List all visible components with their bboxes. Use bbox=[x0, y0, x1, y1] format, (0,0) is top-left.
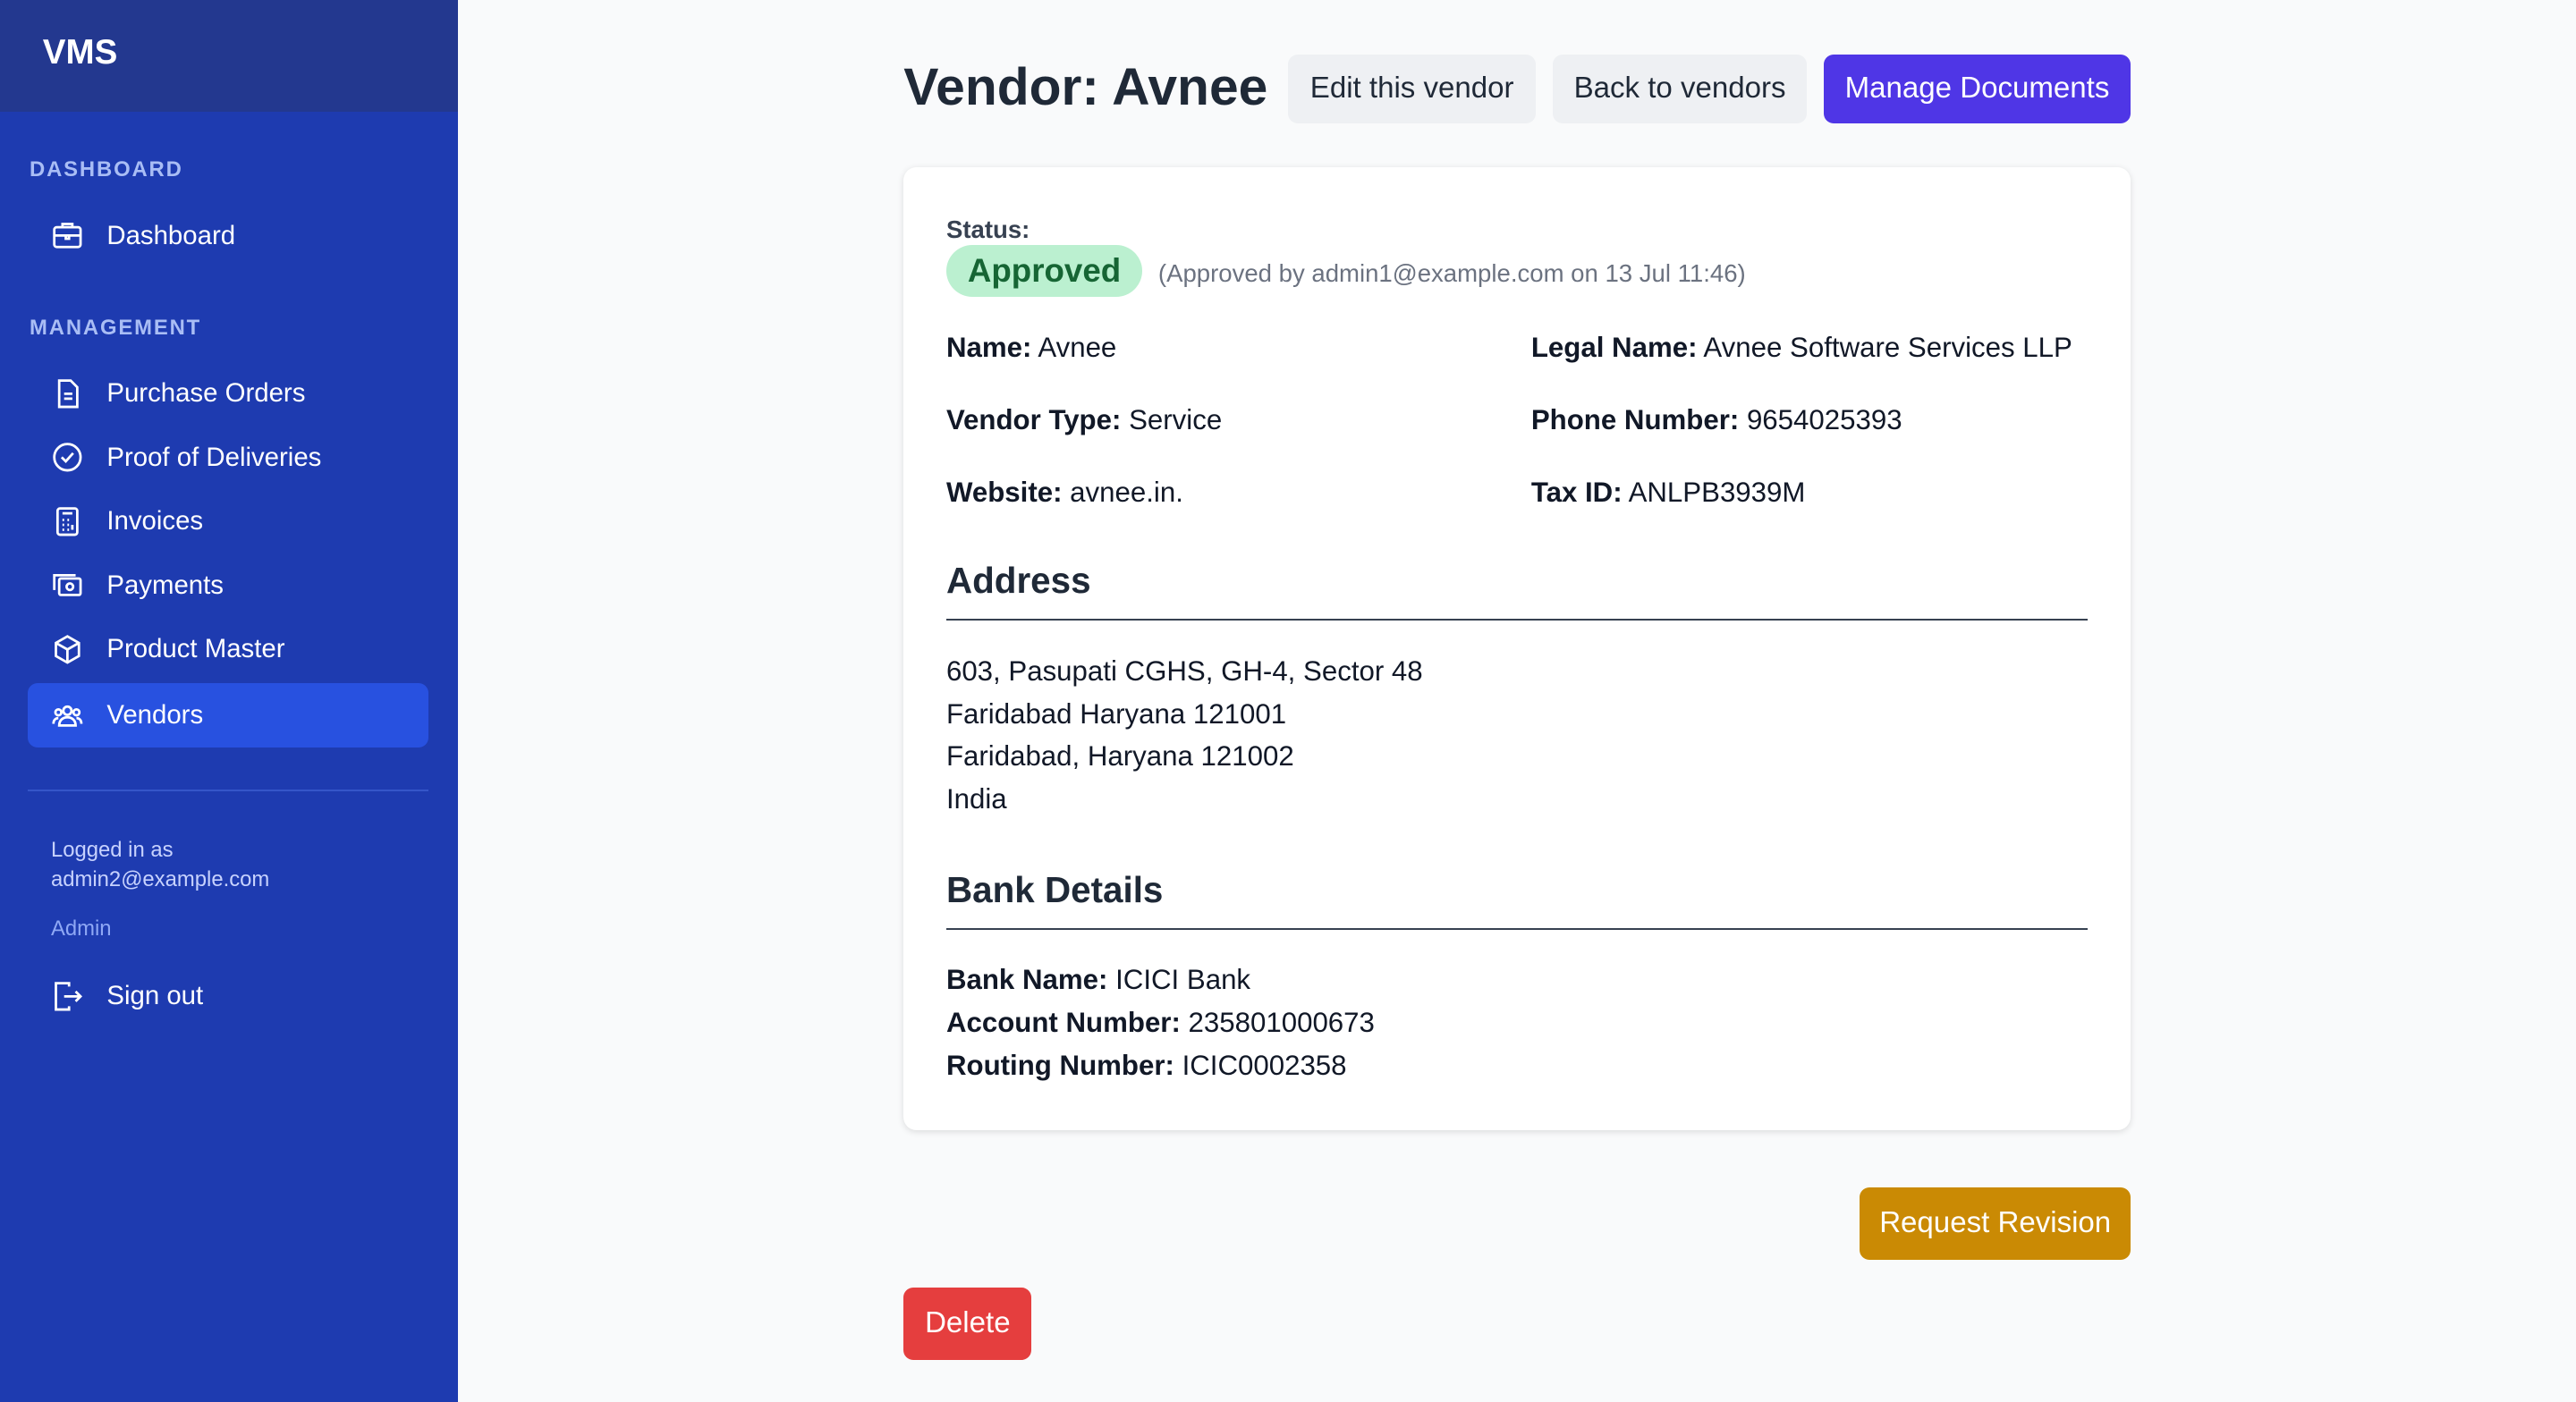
address-line: 603, Pasupati CGHS, GH-4, Sector 48 bbox=[945, 655, 1423, 687]
nav-item[interactable]: Proof of Deliveries bbox=[28, 426, 428, 490]
logged-in-label: Logged in as bbox=[50, 837, 174, 862]
sign-out[interactable]: Sign out bbox=[28, 964, 428, 1028]
status-note: (Approved by admin1@example.com on 13 Ju… bbox=[1157, 259, 1746, 288]
back-button[interactable]: Back to vendors bbox=[1552, 54, 1808, 123]
nav-label: Proof of Deliveries bbox=[106, 442, 322, 472]
nav-label: Product Master bbox=[106, 634, 285, 664]
bank-row: Bank Name: ICICI Bank bbox=[946, 964, 1250, 996]
bank-label: Bank Name: bbox=[945, 964, 1108, 996]
section-heading: DASHBOARD bbox=[30, 157, 183, 182]
nav-item[interactable]: Product Master bbox=[28, 618, 428, 682]
field-value: 9654025393 bbox=[1746, 403, 1902, 435]
field-label: Name: bbox=[945, 332, 1032, 364]
delete-button[interactable]: Delete bbox=[903, 1288, 1032, 1360]
divider bbox=[28, 790, 429, 792]
field: Tax ID: ANLPB3939M bbox=[1531, 477, 1806, 509]
sign-out-label: Sign out bbox=[106, 980, 204, 1010]
section-heading: Bank Details bbox=[945, 868, 1164, 910]
field: Website: avnee.in. bbox=[946, 477, 1183, 509]
field: Phone Number: 9654025393 bbox=[1531, 404, 1902, 436]
bank-value: 235801000673 bbox=[1188, 1006, 1375, 1038]
field-label: Legal Name: bbox=[1530, 332, 1698, 364]
user-email: admin2@example.com bbox=[50, 866, 270, 891]
bank-row: Routing Number: ICIC0002358 bbox=[946, 1050, 1347, 1082]
status-badge: Approved bbox=[945, 244, 1143, 298]
status-label: Status: bbox=[945, 215, 1030, 243]
bank-row: Account Number: 235801000673 bbox=[946, 1007, 1375, 1039]
nav-label: Dashboard bbox=[106, 220, 236, 250]
bank-value: ICIC0002358 bbox=[1182, 1049, 1347, 1081]
manage-documents-button[interactable]: Manage Documents bbox=[1823, 54, 2131, 123]
field: Vendor Type: Service bbox=[946, 404, 1222, 436]
rule bbox=[945, 927, 2089, 930]
field-value: Avnee bbox=[1038, 332, 1117, 364]
edit-button[interactable]: Edit this vendor bbox=[1288, 54, 1537, 123]
field-value: Service bbox=[1129, 403, 1223, 435]
page-title: Vendor: Avnee bbox=[903, 58, 1268, 117]
field-label: Vendor Type: bbox=[945, 403, 1122, 435]
field: Legal Name: Avnee Software Services LLP bbox=[1531, 332, 2072, 364]
rule bbox=[945, 619, 2089, 621]
field: Name: Avnee bbox=[946, 332, 1116, 364]
nav-item[interactable]: Dashboard bbox=[28, 204, 428, 268]
field-label: Phone Number: bbox=[1530, 403, 1740, 435]
brand[interactable]: VMS bbox=[42, 32, 118, 72]
field-label: Website: bbox=[945, 476, 1063, 508]
nav-item-active[interactable]: Vendors bbox=[28, 683, 429, 747]
bank-value: ICICI Bank bbox=[1115, 964, 1251, 996]
request-revision-button[interactable]: Request Revision bbox=[1860, 1187, 2131, 1260]
nav-label: Invoices bbox=[106, 506, 204, 536]
address-line: Faridabad Haryana 121001 bbox=[945, 697, 1287, 730]
field-value[interactable]: avnee.in. bbox=[1070, 476, 1183, 508]
nav-label: Purchase Orders bbox=[106, 377, 306, 408]
vendor-card: Status: Approved (Approved by admin1@exa… bbox=[903, 167, 2131, 1130]
section-heading: MANAGEMENT bbox=[30, 315, 202, 340]
field-value: Avnee Software Services LLP bbox=[1703, 332, 2072, 364]
nav-label: Payments bbox=[106, 570, 224, 600]
user-role: Admin bbox=[50, 916, 112, 941]
sidebar: VMS DASHBOARD Dashboard MANAGEMENT Purch… bbox=[0, 0, 459, 1402]
field-label: Tax ID: bbox=[1530, 476, 1623, 508]
field-value: ANLPB3939M bbox=[1628, 476, 1806, 508]
address-line: India bbox=[945, 783, 1007, 815]
bank-label: Routing Number: bbox=[945, 1049, 1174, 1081]
nav-item[interactable]: Invoices bbox=[28, 489, 428, 553]
nav-item[interactable]: Purchase Orders bbox=[28, 361, 428, 426]
section-heading: Address bbox=[945, 560, 1091, 602]
bank-label: Account Number: bbox=[945, 1006, 1181, 1038]
brand-bar: VMS bbox=[0, 0, 459, 112]
address-line: Faridabad, Haryana 121002 bbox=[945, 740, 1294, 773]
nav-item[interactable]: Payments bbox=[28, 553, 428, 618]
nav-label: Vendors bbox=[106, 699, 204, 730]
